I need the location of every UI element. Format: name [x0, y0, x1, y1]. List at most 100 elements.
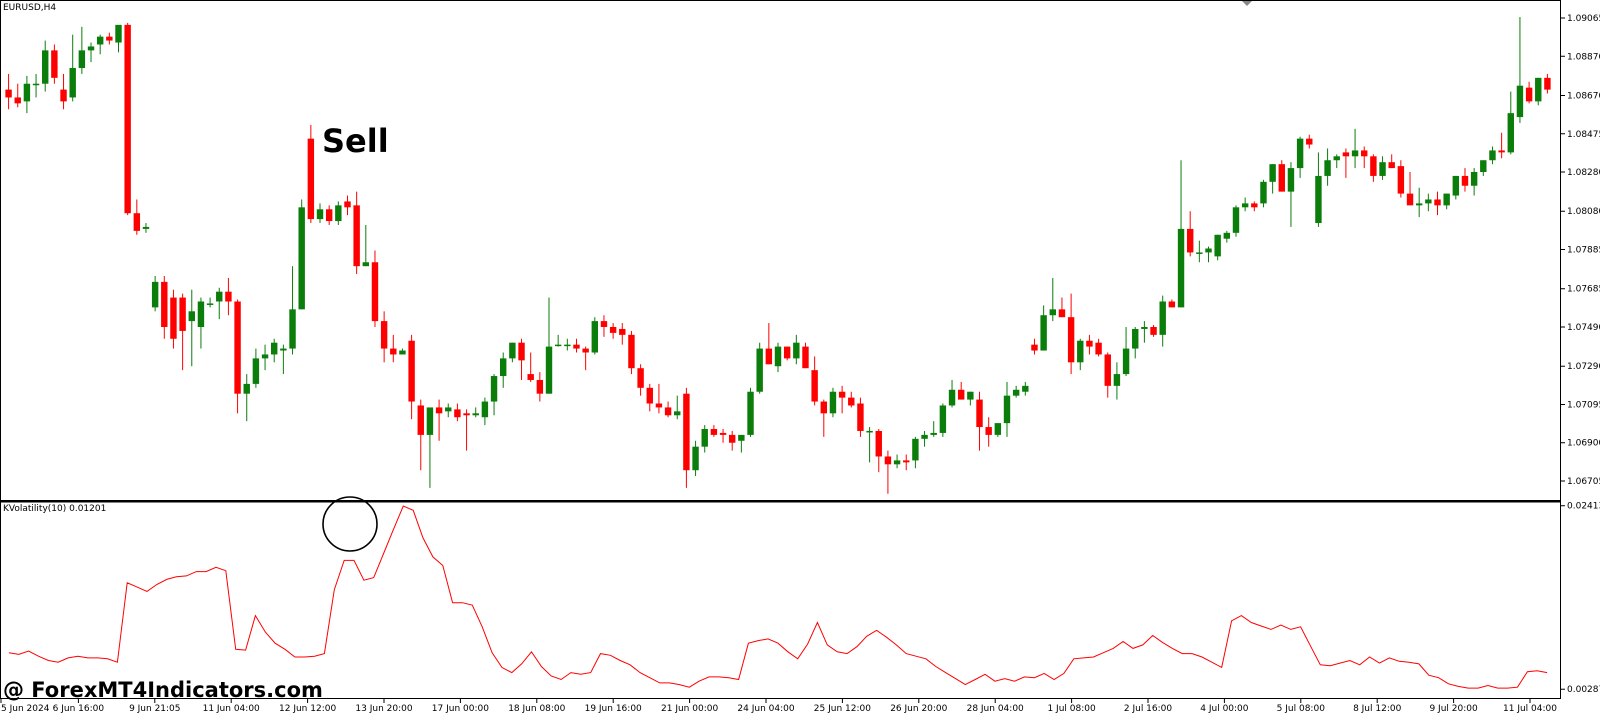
candle: [14, 83, 21, 108]
candle: [1086, 334, 1093, 355]
candle: [884, 450, 892, 494]
time-tick-label: 1 Jul 08:00: [1047, 704, 1096, 714]
candle-body: [481, 401, 489, 418]
candle-body: [1379, 162, 1386, 176]
candle-body: [948, 389, 956, 406]
time-tick-label: 28 Jun 04:00: [967, 704, 1024, 714]
time-tick-label: 9 Jul 20:00: [1429, 704, 1478, 714]
candle-body: [51, 50, 58, 78]
candle-body: [884, 456, 892, 465]
candle: [1379, 156, 1386, 180]
candle-body: [1086, 340, 1093, 347]
candle: [1122, 326, 1130, 377]
candle: [151, 275, 159, 312]
candle-body: [912, 438, 919, 461]
candle: [206, 297, 214, 308]
candle: [664, 401, 672, 418]
candle: [912, 436, 919, 469]
candle: [527, 352, 534, 382]
candle-body: [765, 348, 773, 365]
candle: [188, 289, 195, 367]
candle-body: [426, 407, 434, 435]
candle-body: [564, 344, 571, 347]
candle: [60, 73, 67, 110]
candle-body: [930, 432, 937, 435]
candle: [1012, 385, 1020, 398]
candle-body: [1251, 203, 1258, 208]
candle: [1067, 293, 1075, 375]
candle: [1205, 246, 1212, 263]
time-tick-label: 4 Jul 00:00: [1200, 704, 1249, 714]
price-tick-label: 1.08475: [1567, 130, 1600, 140]
candle: [1196, 240, 1203, 263]
candle: [380, 311, 388, 363]
candle-body: [1415, 203, 1423, 206]
candle-body: [1525, 87, 1533, 102]
candle: [271, 338, 278, 363]
chart-shift-marker-icon[interactable]: [1242, 1, 1252, 6]
candle-body: [298, 207, 305, 310]
candle: [509, 342, 516, 363]
candle-body: [1104, 354, 1111, 386]
candle-body: [252, 358, 260, 384]
candle: [774, 342, 782, 373]
candle: [1452, 175, 1460, 200]
candle-body: [674, 411, 681, 416]
candle-body: [664, 407, 672, 416]
candle-body: [1022, 385, 1029, 392]
candle: [371, 250, 379, 327]
candle-body: [316, 209, 324, 220]
candle-body: [1370, 156, 1377, 176]
candle: [490, 374, 498, 416]
candle-body: [1434, 199, 1441, 206]
price-tick-label: 1.09065: [1567, 14, 1600, 24]
candle: [600, 315, 608, 337]
candle-body: [967, 391, 974, 400]
candle-body: [170, 297, 177, 339]
time-tick-label: 11 Jul 04:00: [1503, 704, 1557, 714]
candle: [1241, 197, 1249, 212]
candle-body: [1535, 77, 1542, 102]
candle-body: [857, 403, 864, 431]
candle: [1516, 17, 1524, 123]
candle: [1223, 230, 1231, 243]
indicator-axis: 0.02413 0.00287: [1560, 502, 1600, 695]
candle: [1058, 297, 1066, 318]
candle-body: [719, 432, 727, 435]
candle-body: [1287, 168, 1295, 192]
candle: [335, 201, 342, 225]
candle-body: [60, 89, 67, 102]
candle-body: [1223, 232, 1231, 239]
candle-body: [518, 342, 525, 361]
time-axis: 5 Jun 2024 6 Jun 16:00 9 Jun 21:05 11 Jun 0…: [0, 699, 1557, 714]
candle-body: [1544, 77, 1551, 90]
candle: [344, 195, 351, 216]
candle-body: [1141, 326, 1148, 329]
candle: [115, 24, 122, 53]
candle: [42, 40, 49, 92]
candle-body: [344, 201, 351, 208]
candle-body: [289, 309, 296, 349]
candle-body: [32, 83, 40, 86]
candle-body: [1159, 301, 1166, 335]
candle-body: [1516, 85, 1524, 118]
candle-body: [683, 393, 690, 471]
candle-body: [1324, 160, 1331, 176]
candle-body: [1260, 181, 1267, 204]
candle: [1040, 305, 1047, 351]
candle-body: [280, 348, 287, 351]
candle-body: [1333, 156, 1340, 161]
candle-body: [1077, 340, 1084, 363]
candle: [1361, 146, 1368, 169]
candle-body: [325, 209, 333, 222]
candle-body: [793, 342, 800, 359]
candle: [692, 440, 699, 477]
candle: [930, 421, 937, 437]
candle: [564, 338, 571, 351]
time-tick-label: 26 Jun 20:00: [890, 704, 947, 714]
candle: [756, 342, 763, 394]
candle-body: [106, 36, 113, 41]
candle-body: [893, 460, 901, 465]
candle-body: [243, 383, 250, 394]
candle-body: [335, 205, 342, 222]
